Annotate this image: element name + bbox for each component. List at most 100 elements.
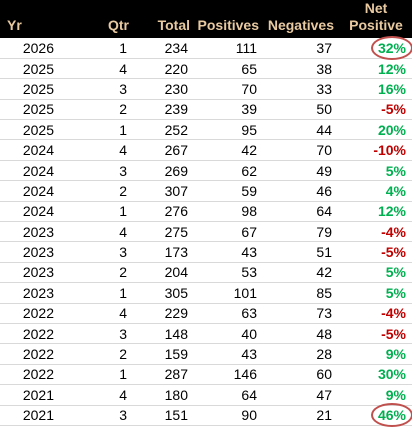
cell-net-positive[interactable]: 9% bbox=[337, 384, 412, 406]
cell-negatives[interactable]: 60 bbox=[262, 364, 337, 386]
cell-total[interactable]: 239 bbox=[132, 99, 193, 121]
cell-net-positive[interactable]: 5% bbox=[337, 262, 412, 284]
cell-total[interactable]: 151 bbox=[132, 405, 193, 426]
header-yr[interactable]: Yr bbox=[0, 0, 62, 38]
cell-net-positive[interactable]: -5% bbox=[337, 99, 412, 121]
cell-positives[interactable]: 62 bbox=[193, 160, 262, 182]
cell-total[interactable]: 220 bbox=[132, 58, 193, 80]
cell-positives[interactable]: 90 bbox=[193, 405, 262, 426]
cell-positives[interactable]: 111 bbox=[193, 38, 262, 59]
cell-positives[interactable]: 146 bbox=[193, 364, 262, 386]
cell-net-positive[interactable]: 16% bbox=[337, 78, 412, 100]
cell-positives[interactable]: 63 bbox=[193, 303, 262, 324]
cell-negatives[interactable]: 48 bbox=[262, 323, 337, 345]
cell-qtr[interactable]: 4 bbox=[62, 58, 132, 80]
cell-yr[interactable]: 2024 bbox=[0, 160, 62, 182]
cell-total[interactable]: 204 bbox=[132, 262, 193, 284]
cell-yr[interactable]: 2023 bbox=[0, 282, 62, 304]
cell-qtr[interactable]: 3 bbox=[62, 405, 132, 426]
cell-total[interactable]: 234 bbox=[132, 38, 193, 59]
cell-positives[interactable]: 70 bbox=[193, 78, 262, 100]
cell-yr[interactable]: 2024 bbox=[0, 180, 62, 202]
header-positives[interactable]: Positives bbox=[193, 0, 262, 38]
cell-negatives[interactable]: 46 bbox=[262, 180, 337, 202]
cell-qtr[interactable]: 1 bbox=[62, 201, 132, 223]
cell-yr[interactable]: 2022 bbox=[0, 323, 62, 345]
cell-qtr[interactable]: 1 bbox=[62, 119, 132, 141]
cell-qtr[interactable]: 4 bbox=[62, 221, 132, 243]
cell-net-positive[interactable]: -5% bbox=[337, 323, 412, 345]
cell-positives[interactable]: 39 bbox=[193, 99, 262, 121]
cell-yr[interactable]: 2022 bbox=[0, 303, 62, 324]
cell-qtr[interactable]: 1 bbox=[62, 38, 132, 59]
cell-qtr[interactable]: 2 bbox=[62, 99, 132, 121]
cell-negatives[interactable]: 49 bbox=[262, 160, 337, 182]
cell-negatives[interactable]: 47 bbox=[262, 384, 337, 406]
cell-yr[interactable]: 2021 bbox=[0, 384, 62, 406]
cell-qtr[interactable]: 3 bbox=[62, 78, 132, 100]
cell-negatives[interactable]: 51 bbox=[262, 241, 337, 263]
cell-total[interactable]: 307 bbox=[132, 180, 193, 202]
cell-total[interactable]: 275 bbox=[132, 221, 193, 243]
cell-total[interactable]: 287 bbox=[132, 364, 193, 386]
cell-positives[interactable]: 95 bbox=[193, 119, 262, 141]
cell-negatives[interactable]: 73 bbox=[262, 303, 337, 324]
cell-yr[interactable]: 2025 bbox=[0, 78, 62, 100]
cell-total[interactable]: 267 bbox=[132, 139, 193, 161]
cell-positives[interactable]: 43 bbox=[193, 343, 262, 365]
cell-total[interactable]: 305 bbox=[132, 282, 193, 304]
cell-negatives[interactable]: 37 bbox=[262, 38, 337, 59]
cell-yr[interactable]: 2023 bbox=[0, 241, 62, 263]
cell-qtr[interactable]: 4 bbox=[62, 303, 132, 324]
cell-total[interactable]: 229 bbox=[132, 303, 193, 324]
cell-negatives[interactable]: 50 bbox=[262, 99, 337, 121]
cell-yr[interactable]: 2022 bbox=[0, 343, 62, 365]
cell-negatives[interactable]: 28 bbox=[262, 343, 337, 365]
cell-qtr[interactable]: 2 bbox=[62, 262, 132, 284]
cell-net-positive[interactable]: 9% bbox=[337, 343, 412, 365]
cell-positives[interactable]: 59 bbox=[193, 180, 262, 202]
header-net-positive[interactable]: Net Positive bbox=[337, 0, 412, 38]
cell-net-positive[interactable]: 30% bbox=[337, 364, 412, 386]
cell-negatives[interactable]: 85 bbox=[262, 282, 337, 304]
header-total[interactable]: Total bbox=[132, 0, 193, 38]
cell-total[interactable]: 159 bbox=[132, 343, 193, 365]
header-qtr[interactable]: Qtr bbox=[62, 0, 132, 38]
cell-negatives[interactable]: 64 bbox=[262, 201, 337, 223]
cell-positives[interactable]: 98 bbox=[193, 201, 262, 223]
cell-negatives[interactable]: 70 bbox=[262, 139, 337, 161]
cell-yr[interactable]: 2023 bbox=[0, 221, 62, 243]
cell-net-positive[interactable]: 32% bbox=[337, 35, 412, 60]
cell-positives[interactable]: 64 bbox=[193, 384, 262, 406]
cell-net-positive[interactable]: -10% bbox=[337, 139, 412, 161]
cell-total[interactable]: 180 bbox=[132, 384, 193, 406]
cell-positives[interactable]: 65 bbox=[193, 58, 262, 80]
cell-qtr[interactable]: 1 bbox=[62, 364, 132, 386]
cell-net-positive[interactable]: 5% bbox=[337, 160, 412, 182]
cell-yr[interactable]: 2024 bbox=[0, 139, 62, 161]
cell-qtr[interactable]: 3 bbox=[62, 241, 132, 263]
cell-negatives[interactable]: 79 bbox=[262, 221, 337, 243]
cell-net-positive[interactable]: 5% bbox=[337, 282, 412, 304]
cell-total[interactable]: 148 bbox=[132, 323, 193, 345]
cell-net-positive[interactable]: -5% bbox=[337, 241, 412, 263]
cell-qtr[interactable]: 4 bbox=[62, 384, 132, 406]
cell-negatives[interactable]: 21 bbox=[262, 405, 337, 426]
cell-net-positive[interactable]: 12% bbox=[337, 58, 412, 80]
cell-negatives[interactable]: 33 bbox=[262, 78, 337, 100]
cell-net-positive[interactable]: 12% bbox=[337, 201, 412, 223]
cell-yr[interactable]: 2025 bbox=[0, 119, 62, 141]
cell-qtr[interactable]: 3 bbox=[62, 160, 132, 182]
cell-qtr[interactable]: 1 bbox=[62, 282, 132, 304]
cell-yr[interactable]: 2022 bbox=[0, 364, 62, 386]
cell-yr[interactable]: 2021 bbox=[0, 405, 62, 426]
cell-qtr[interactable]: 4 bbox=[62, 139, 132, 161]
cell-total[interactable]: 252 bbox=[132, 119, 193, 141]
cell-total[interactable]: 269 bbox=[132, 160, 193, 182]
cell-total[interactable]: 230 bbox=[132, 78, 193, 100]
cell-positives[interactable]: 42 bbox=[193, 139, 262, 161]
cell-net-positive[interactable]: 4% bbox=[337, 180, 412, 202]
cell-net-positive[interactable]: -4% bbox=[337, 303, 412, 324]
cell-total[interactable]: 276 bbox=[132, 201, 193, 223]
cell-yr[interactable]: 2025 bbox=[0, 58, 62, 80]
